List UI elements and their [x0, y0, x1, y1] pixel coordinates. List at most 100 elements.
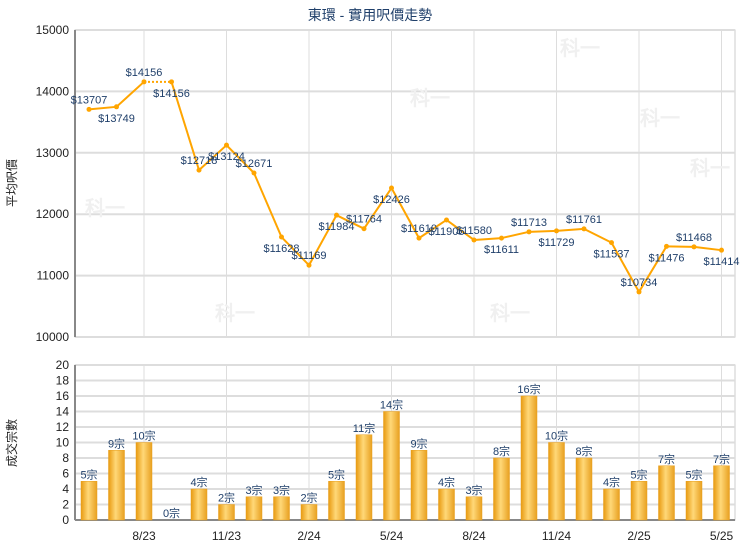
line-point [499, 236, 504, 241]
line-point [252, 171, 257, 176]
bar-data-label: 4宗 [438, 475, 455, 489]
bar-y-tick-label: 18 [56, 374, 70, 388]
bar [384, 412, 400, 521]
bar [631, 481, 647, 520]
x-tick-label: 5/25 [710, 529, 734, 543]
bar-data-label: 3宗 [273, 483, 290, 497]
bar-y-tick-label: 8 [62, 451, 69, 465]
bar-data-label: 16宗 [517, 382, 540, 396]
watermark-text: 科一 [640, 106, 680, 130]
line-point [224, 143, 229, 148]
bar [246, 497, 262, 520]
line-data-label: $11761 [566, 214, 602, 226]
bar-data-label: 8宗 [575, 444, 592, 458]
line-point [87, 107, 92, 112]
bar [356, 435, 372, 520]
bar [576, 458, 592, 520]
bar-y-tick-label: 4 [62, 482, 69, 496]
bar [81, 481, 97, 520]
line-data-label: $10734 [621, 277, 658, 289]
watermark-text: 科一 [410, 86, 450, 110]
bar-data-label: 4宗 [603, 475, 620, 489]
line-data-label: $11169 [291, 250, 326, 262]
bar-data-label: 2宗 [300, 491, 317, 505]
line-plot-area [75, 30, 735, 337]
line-point [114, 104, 119, 109]
bar-data-label: 11宗 [353, 421, 375, 435]
bar-data-label: 8宗 [493, 444, 510, 458]
bar [411, 450, 427, 520]
bar-data-label: 5宗 [685, 467, 702, 481]
line-y-tick-label: 14000 [36, 84, 70, 98]
bar-data-label: 14宗 [380, 398, 403, 412]
bar-data-label: 10宗 [545, 429, 568, 443]
line-point [307, 263, 312, 268]
bar-data-label: 9宗 [410, 436, 427, 450]
line-data-label: $11713 [511, 217, 547, 229]
line-y-tick-label: 12000 [36, 207, 70, 221]
line-point [692, 244, 697, 249]
bar-data-label: 7宗 [658, 452, 675, 466]
bar-data-label: 5宗 [630, 467, 647, 481]
bar-data-label: 9宗 [108, 436, 125, 450]
line-data-label: $11729 [539, 237, 575, 249]
bar-data-label: 4宗 [190, 475, 207, 489]
x-tick-label: 5/24 [380, 529, 404, 543]
line-point [169, 79, 174, 84]
watermark-text: 科一 [490, 301, 530, 325]
line-y-tick-label: 13000 [36, 146, 70, 160]
line-point [472, 237, 477, 242]
line-point [554, 228, 559, 233]
line-point [362, 226, 367, 231]
line-point [197, 168, 202, 173]
bar [494, 458, 510, 520]
x-tick-label: 8/23 [132, 529, 156, 543]
line-data-label: $11476 [649, 252, 685, 264]
bar-y-tick-label: 12 [56, 420, 70, 434]
bar [219, 505, 235, 521]
bar [191, 489, 207, 520]
x-tick-label: 2/25 [627, 529, 651, 543]
bar [604, 489, 620, 520]
line-data-label: $11537 [594, 249, 630, 261]
bar [659, 466, 675, 520]
line-data-label: $11611 [484, 244, 519, 256]
line-point [334, 213, 339, 218]
x-tick-label: 11/23 [212, 529, 241, 543]
line-data-label: $11414 [704, 256, 740, 268]
watermark-text: 科一 [215, 301, 255, 325]
bar [329, 481, 345, 520]
line-y-tick-label: 11000 [37, 269, 70, 283]
bar [466, 497, 482, 520]
chart-title: 東環 - 實用呎價走勢 [308, 7, 432, 23]
x-tick-label: 2/24 [297, 529, 321, 543]
line-y-axis-label: 平均呎價 [5, 159, 19, 207]
line-data-label: $11580 [456, 225, 492, 237]
line-point [609, 240, 614, 245]
line-point [417, 236, 422, 241]
bar-y-tick-label: 14 [56, 405, 70, 419]
bar [109, 450, 125, 520]
bar [439, 489, 455, 520]
bar-y-tick-label: 2 [62, 498, 69, 512]
line-y-tick-label: 10000 [36, 330, 70, 344]
bar-data-label: 3宗 [465, 483, 482, 497]
line-point [279, 235, 284, 240]
line-point [664, 244, 669, 249]
bar [301, 505, 317, 521]
line-point [582, 226, 587, 231]
bar-y-tick-label: 20 [56, 358, 70, 372]
line-point [637, 289, 642, 294]
line-y-tick-label: 15000 [36, 23, 70, 37]
bar [686, 481, 702, 520]
watermark-text: 科一 [690, 156, 730, 180]
line-segment [529, 231, 557, 232]
bar [521, 396, 537, 520]
bar [549, 443, 565, 521]
bar [714, 466, 730, 520]
bar-data-label: 7宗 [713, 452, 730, 466]
bar-data-label: 5宗 [80, 467, 97, 481]
line-data-label: $13749 [98, 113, 135, 125]
